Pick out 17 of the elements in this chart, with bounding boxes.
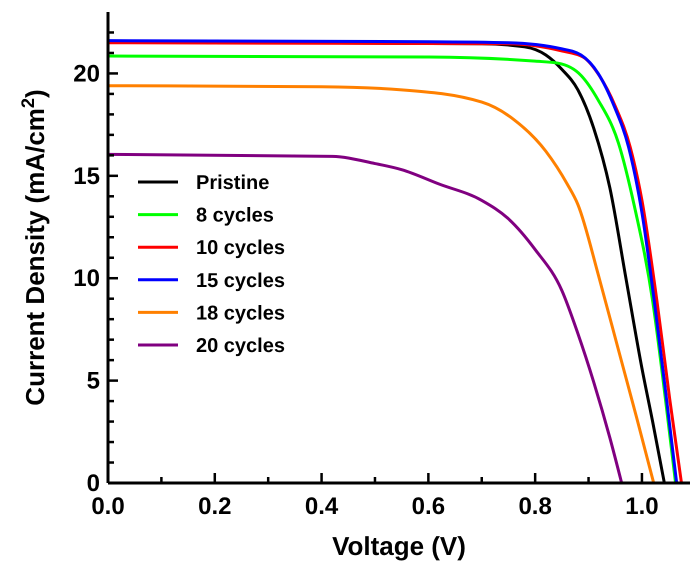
- y-tick-label: 5: [86, 368, 100, 395]
- x-tick-label: 0.8: [518, 493, 552, 520]
- legend-label: 15 cycles: [196, 270, 285, 292]
- x-tick-label: 0.4: [304, 493, 339, 520]
- x-tick-label: 0.6: [412, 493, 446, 520]
- y-tick-label: 10: [73, 265, 100, 292]
- line-series: [106, 152, 624, 484]
- legend-label: 10 cycles: [196, 237, 285, 260]
- legend-label: 18 cycles: [196, 302, 285, 324]
- x-tick-label: 0.2: [198, 493, 232, 520]
- legend-label: 8 cycles: [196, 204, 274, 227]
- legend-label: 20 cycles: [196, 335, 285, 357]
- y-tick-label: 15: [73, 162, 100, 190]
- x-tick-label: 1.0: [625, 493, 659, 520]
- legend-label: Pristine: [196, 172, 270, 194]
- x-axis-title: Voltage (V): [332, 531, 466, 561]
- y-tick-label: 20: [73, 60, 100, 88]
